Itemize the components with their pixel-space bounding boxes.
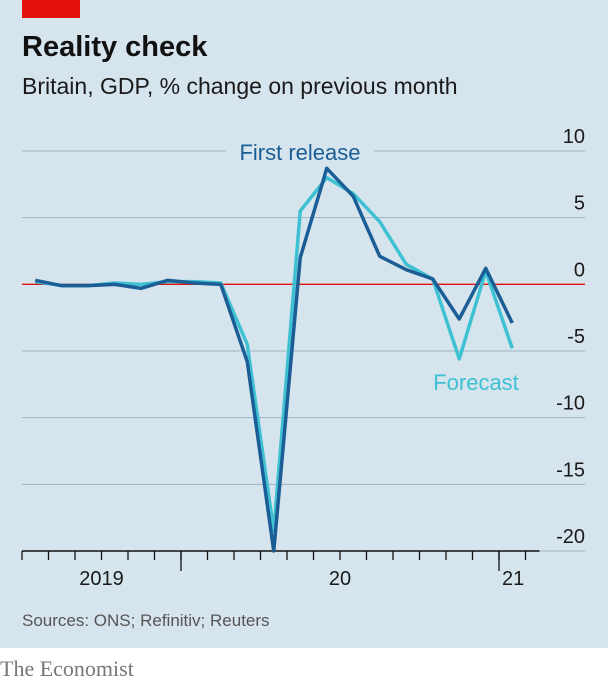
brand: The Economist [0, 656, 134, 681]
chart-subtitle: Britain, GDP, % change on previous month [22, 73, 458, 99]
series-label: Forecast [433, 370, 519, 395]
series-label: First release [239, 140, 360, 165]
red-tag [22, 0, 80, 18]
y-tick-label: 0 [574, 259, 585, 281]
source: Sources: ONS; Refinitiv; Reuters [22, 611, 270, 630]
background [0, 0, 608, 648]
label-bg [226, 138, 374, 166]
y-tick-label: -5 [567, 326, 585, 348]
year-label: 20 [329, 568, 351, 590]
chart-title: Reality check [22, 31, 208, 63]
year-label: 2019 [79, 568, 124, 590]
y-tick-label: -20 [556, 526, 585, 548]
y-tick-label: 5 [574, 193, 585, 215]
y-tick-label: -10 [556, 393, 585, 415]
series-line [34, 166, 514, 553]
y-tick-label: -15 [556, 459, 585, 481]
year-label: 21 [502, 568, 524, 590]
y-tick-label: 10 [563, 126, 585, 148]
